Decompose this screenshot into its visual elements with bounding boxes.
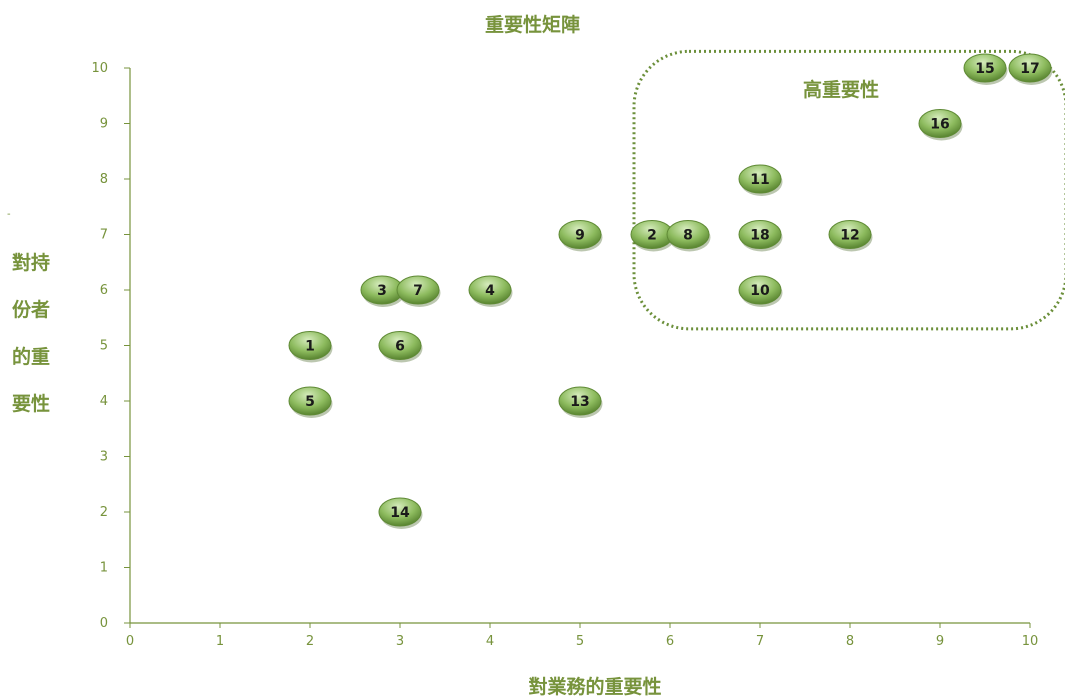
point-label: 1 [305, 339, 315, 355]
x-tick-label: 8 [846, 634, 854, 649]
y-tick-label: 4 [100, 394, 108, 409]
y-tick-label: 6 [100, 283, 108, 298]
point-marker [378, 497, 422, 527]
y-tick-label: 0 [100, 616, 108, 631]
data-point: 8 [666, 220, 711, 252]
point-marker [1008, 53, 1052, 83]
x-tick-label: 0 [126, 634, 134, 649]
x-axis-label: 對業務的重要性 [528, 676, 662, 698]
point-marker [378, 331, 422, 360]
point-marker [558, 386, 602, 416]
data-point: 14 [378, 497, 423, 529]
point-label: 6 [395, 339, 405, 355]
point-label: 7 [413, 283, 423, 299]
data-point: 7 [396, 275, 441, 307]
point-label: 9 [575, 228, 585, 244]
point-marker [396, 275, 440, 305]
point-marker [288, 386, 332, 416]
high-importance-region: 高重要性 [632, 49, 1065, 331]
data-point: 11 [738, 164, 783, 196]
point-label: 16 [930, 117, 949, 133]
data-point: 9 [558, 220, 603, 252]
point-marker [963, 53, 1007, 83]
point-marker [288, 331, 332, 360]
point-marker [918, 109, 962, 138]
data-point: 3 [360, 275, 405, 307]
data-point: 12 [828, 220, 873, 252]
point-label: 5 [305, 394, 315, 410]
point-label: 2 [647, 228, 657, 244]
x-tick-label: 2 [306, 634, 314, 649]
y-tick-label: 3 [100, 450, 108, 465]
point-label: 11 [750, 172, 769, 188]
x-tick-label: 1 [216, 634, 224, 649]
data-point: 10 [738, 275, 783, 307]
x-tick-label: 5 [576, 634, 584, 649]
data-point: 17 [1008, 53, 1053, 85]
x-tick-label: 3 [396, 634, 404, 649]
x-tick-label: 4 [486, 634, 494, 649]
y-axis-label: 對持 份者 的重 要性 [12, 240, 60, 428]
x-tick-label: 6 [666, 634, 674, 649]
region-border [632, 49, 1065, 331]
y-tick-label: 2 [100, 505, 108, 520]
y-axis-label-line: 的重 [12, 346, 51, 368]
y-tick-label: 10 [91, 61, 108, 76]
y-tick-label: 7 [100, 228, 108, 243]
point-label: 14 [390, 505, 410, 521]
y-tick-label: 1 [100, 561, 108, 576]
data-point: 5 [288, 386, 333, 418]
point-label: 17 [1020, 61, 1039, 77]
point-label: 10 [750, 283, 770, 299]
y-tick-label: 9 [100, 117, 108, 132]
y-axis-label-line: 對持 [12, 252, 51, 274]
data-point: 16 [918, 109, 963, 141]
y-axis-label-line: 要性 [12, 393, 51, 415]
region-label: 高重要性 [803, 78, 879, 101]
data-point: 2 [630, 220, 675, 252]
chart-title: 重要性矩陣 [484, 14, 580, 36]
data-point: 1 [288, 331, 333, 363]
point-label: 18 [750, 228, 769, 244]
point-marker [738, 275, 782, 305]
x-tick-label: 10 [1022, 634, 1039, 649]
point-marker [738, 164, 782, 194]
data-point: 4 [468, 275, 513, 307]
y-tick-label: 5 [100, 339, 108, 354]
data-point: 13 [558, 386, 603, 418]
point-marker [738, 220, 782, 249]
x-tick-label: 7 [756, 634, 764, 649]
point-label: 3 [377, 283, 387, 299]
point-marker [828, 220, 872, 249]
point-label: 8 [683, 228, 693, 244]
y-tick-label: 8 [100, 172, 108, 187]
point-label: 15 [975, 61, 994, 77]
data-point: 15 [963, 53, 1008, 85]
data-point: 18 [738, 220, 783, 252]
x-tick-label: 9 [936, 634, 944, 649]
point-marker [666, 220, 710, 249]
point-marker [468, 275, 512, 305]
point-label: 12 [840, 228, 859, 244]
stray-mark: - [7, 209, 11, 220]
point-label: 4 [485, 283, 495, 299]
data-point: 6 [378, 331, 423, 363]
point-marker [558, 220, 602, 249]
point-label: 13 [570, 394, 589, 410]
y-axis-label-line: 份者 [12, 299, 51, 321]
